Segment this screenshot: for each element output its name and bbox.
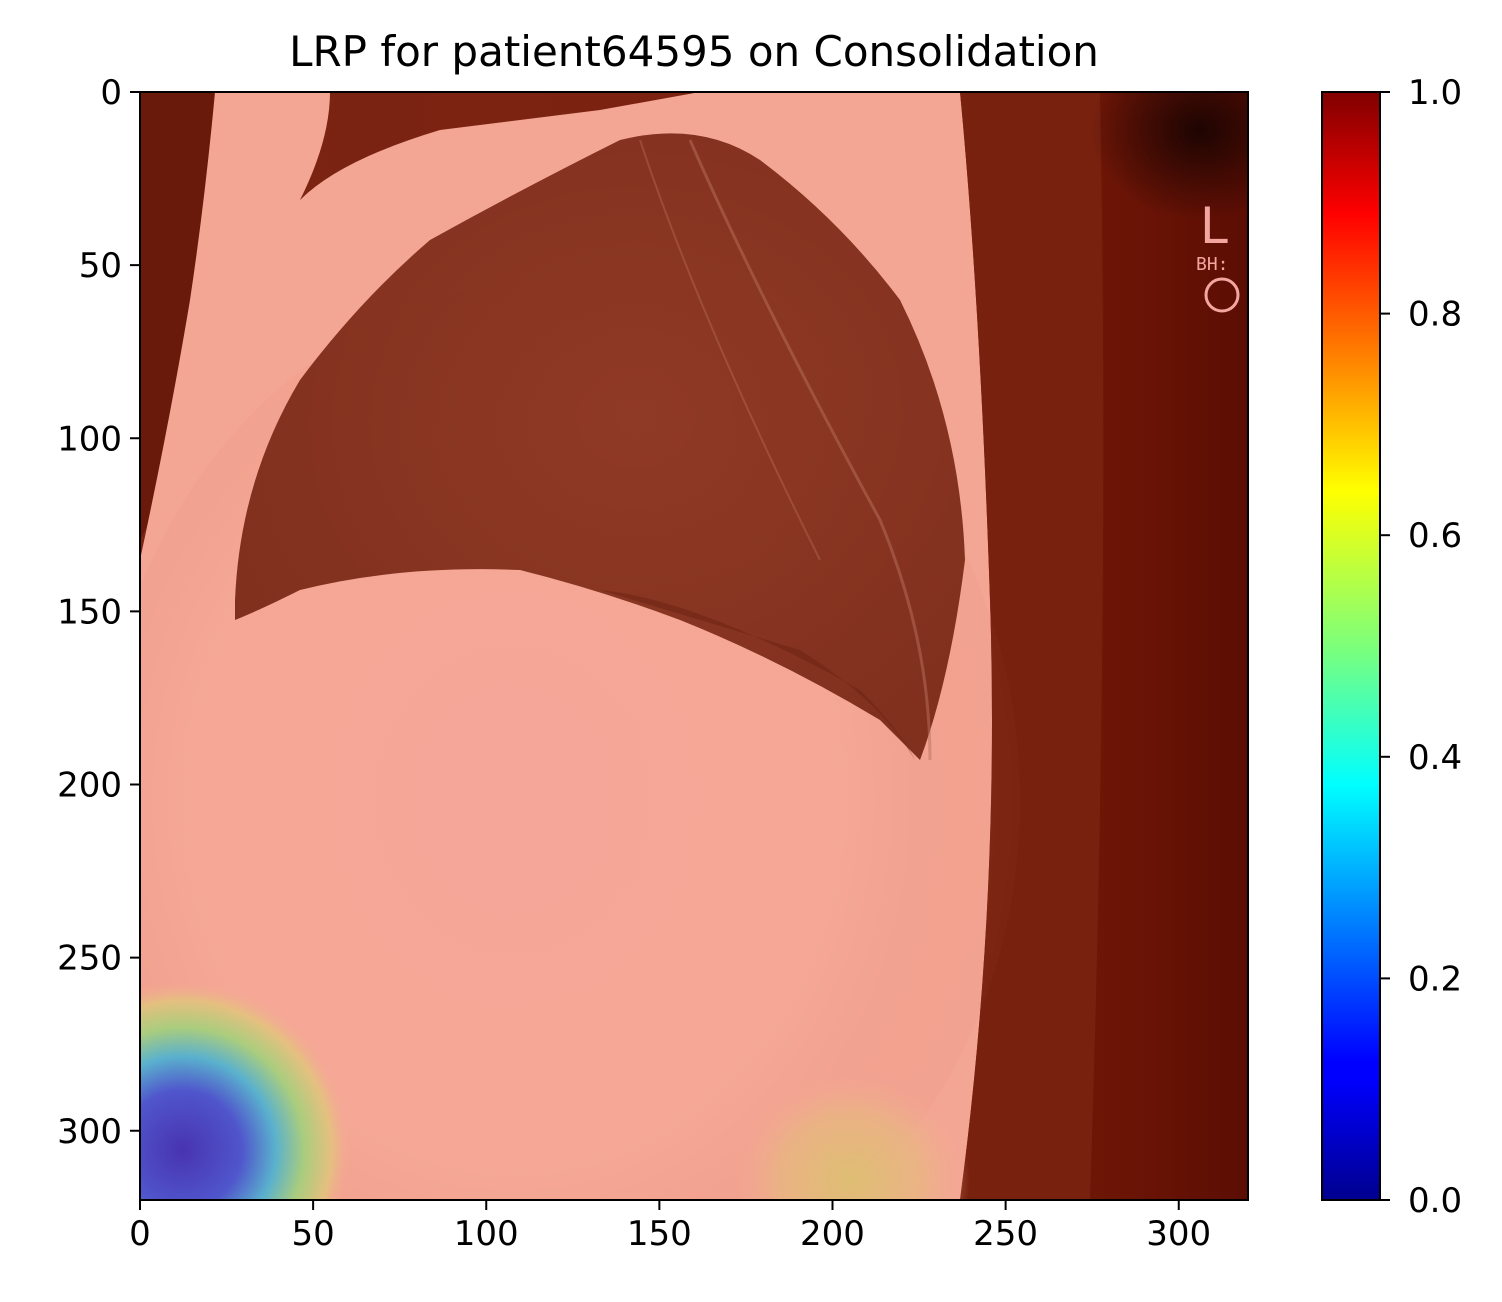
colorbar-tick-label: 0.0 [1408, 1181, 1462, 1221]
colorbar-frame [1321, 91, 1381, 1201]
colorbar-tick-label: 0.4 [1408, 738, 1462, 778]
x-tick-label: 300 [1146, 1214, 1211, 1254]
side-marker-letter: L [1200, 197, 1228, 255]
figure-title: LRP for patient64595 on Consolidation [289, 27, 1099, 76]
xray-heatmap-image: L BH: [140, 92, 1248, 1200]
colorbar: 0.0 0.2 0.4 0.6 0.8 1.0 [1321, 73, 1462, 1221]
x-tick-label: 50 [291, 1214, 334, 1254]
x-tick-label: 250 [973, 1214, 1038, 1254]
x-tick-label: 100 [454, 1214, 519, 1254]
colorbar-tick-label: 0.2 [1408, 959, 1462, 999]
x-tick-label: 0 [129, 1214, 151, 1254]
y-tick-label: 150 [57, 592, 122, 632]
y-tick-label: 100 [57, 419, 122, 459]
colorbar-gradient [1322, 92, 1380, 1200]
side-marker: L BH: [1196, 197, 1240, 313]
y-tick-label: 0 [100, 73, 122, 113]
colorbar-tick-label: 1.0 [1408, 73, 1462, 113]
colorbar-ticks: 0.0 0.2 0.4 0.6 0.8 1.0 [1380, 73, 1462, 1221]
y-tick-label: 50 [79, 246, 122, 286]
x-axis: 0 50 100 150 200 250 300 [129, 1200, 1211, 1254]
x-tick-label: 200 [800, 1214, 865, 1254]
side-marker-subtext: BH: [1196, 254, 1229, 275]
y-axis: 0 50 100 150 200 250 300 [57, 73, 140, 1152]
colorbar-tick-label: 0.6 [1408, 516, 1462, 556]
colorbar-tick-label: 0.8 [1408, 295, 1462, 335]
y-tick-label: 250 [57, 939, 122, 979]
image-frame [139, 91, 1249, 1201]
y-tick-label: 200 [57, 766, 122, 806]
x-tick-label: 150 [627, 1214, 692, 1254]
y-tick-label: 300 [57, 1112, 122, 1152]
